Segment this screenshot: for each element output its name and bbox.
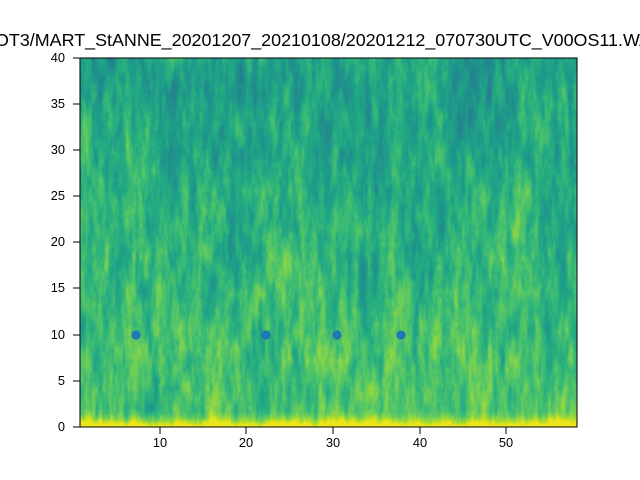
svg-text:15: 15 <box>51 280 65 295</box>
svg-text:50: 50 <box>499 435 513 450</box>
svg-text:30: 30 <box>51 142 65 157</box>
svg-text:5: 5 <box>58 373 65 388</box>
svg-text:40: 40 <box>51 50 65 65</box>
svg-text:30: 30 <box>326 435 340 450</box>
svg-text:20: 20 <box>51 234 65 249</box>
svg-text:10: 10 <box>51 327 65 342</box>
svg-text:40: 40 <box>413 435 427 450</box>
svg-text:0: 0 <box>58 419 65 434</box>
svg-text:10: 10 <box>153 435 167 450</box>
svg-text:OT3/MART_StANNE_20201207_20210: OT3/MART_StANNE_20201207_20210108/202012… <box>0 30 640 51</box>
svg-text:20: 20 <box>239 435 253 450</box>
svg-text:35: 35 <box>51 96 65 111</box>
svg-text:25: 25 <box>51 188 65 203</box>
